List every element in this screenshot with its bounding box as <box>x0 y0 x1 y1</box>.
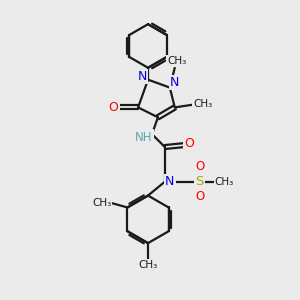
Text: O: O <box>185 136 195 150</box>
Text: N: N <box>165 175 175 188</box>
Text: CH₃: CH₃ <box>193 99 212 110</box>
Text: CH₃: CH₃ <box>138 260 158 270</box>
Text: O: O <box>195 190 204 203</box>
Text: O: O <box>195 160 204 173</box>
Text: S: S <box>195 175 204 188</box>
Text: N: N <box>137 70 147 83</box>
Text: CH₃: CH₃ <box>215 177 234 187</box>
Text: CH₃: CH₃ <box>92 197 111 208</box>
Text: O: O <box>108 101 118 114</box>
Text: N: N <box>170 76 179 89</box>
Text: CH₃: CH₃ <box>167 56 186 66</box>
Text: NH: NH <box>135 130 153 144</box>
